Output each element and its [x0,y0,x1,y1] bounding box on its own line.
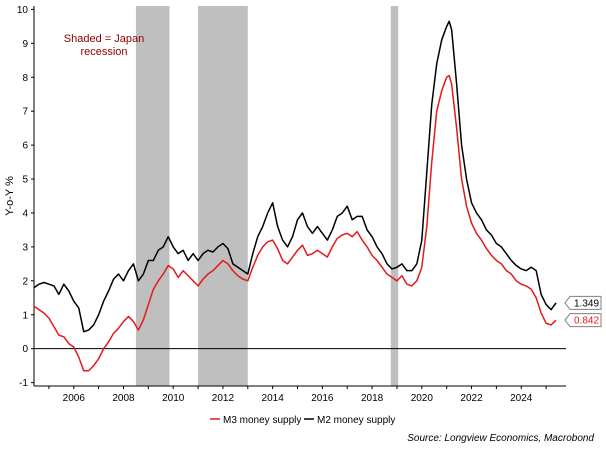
y-tick-label: 1 [22,310,28,321]
recession-band-3 [390,6,399,386]
recession-band-2 [198,6,248,386]
source-note: Source: Longview Economics, Macrobond [407,433,594,444]
y-tick-label: 5 [22,175,28,186]
y-tick-label: 4 [22,208,28,219]
y-tick-label: 7 [22,107,28,118]
y-axis-ticks: -1 0 1 2 3 4 5 6 7 8 9 10 [17,5,34,389]
x-tick-label: 2018 [361,393,384,404]
x-tick-label: 2014 [262,393,285,404]
legend-label-m2: M2 money supply [317,415,395,426]
y-tick-label: -1 [19,378,28,389]
series-lines [33,20,557,372]
end-label-box-m3 [564,313,602,328]
annotation-line-2: recession [80,46,127,58]
y-tick-label: 0 [22,344,28,355]
y-axis-label: Y-o-Y % [4,176,16,216]
x-tick-label: 2010 [162,393,185,404]
x-tick-label: 2008 [112,393,135,404]
x-tick-label: 2006 [63,393,86,404]
series-line-m2 [33,20,557,333]
annotation-line-1: Shaded = Japan [64,33,144,45]
recession-shading [135,6,399,386]
x-tick-label: 2020 [411,393,434,404]
x-tick-label: 2024 [510,393,533,404]
y-tick-label: 6 [22,141,28,152]
x-tick-label: 2022 [460,393,483,404]
end-value-labels: 0.842 1.349 [564,295,602,328]
legend-label-m3: M3 money supply [223,415,301,426]
end-label-box-m2 [564,295,602,310]
recession-band-1 [135,6,170,386]
y-tick-label: 10 [17,5,29,16]
end-label-m3: 0.842 [574,316,599,327]
x-axis-ticks: 2006 2008 2010 2012 2014 2016 2018 2020 2022 2024 [48,386,547,404]
y-tick-label: 3 [22,242,28,253]
end-label-m2: 1.349 [574,298,599,309]
x-tick-label: 2012 [212,393,235,404]
y-tick-label: 2 [22,276,28,287]
y-tick-label: 8 [22,73,28,84]
y-tick-label: 9 [22,39,28,50]
series-line-m3 [33,74,557,372]
legend: M3 money supply M2 money supply [210,415,395,426]
x-tick-label: 2016 [311,393,334,404]
